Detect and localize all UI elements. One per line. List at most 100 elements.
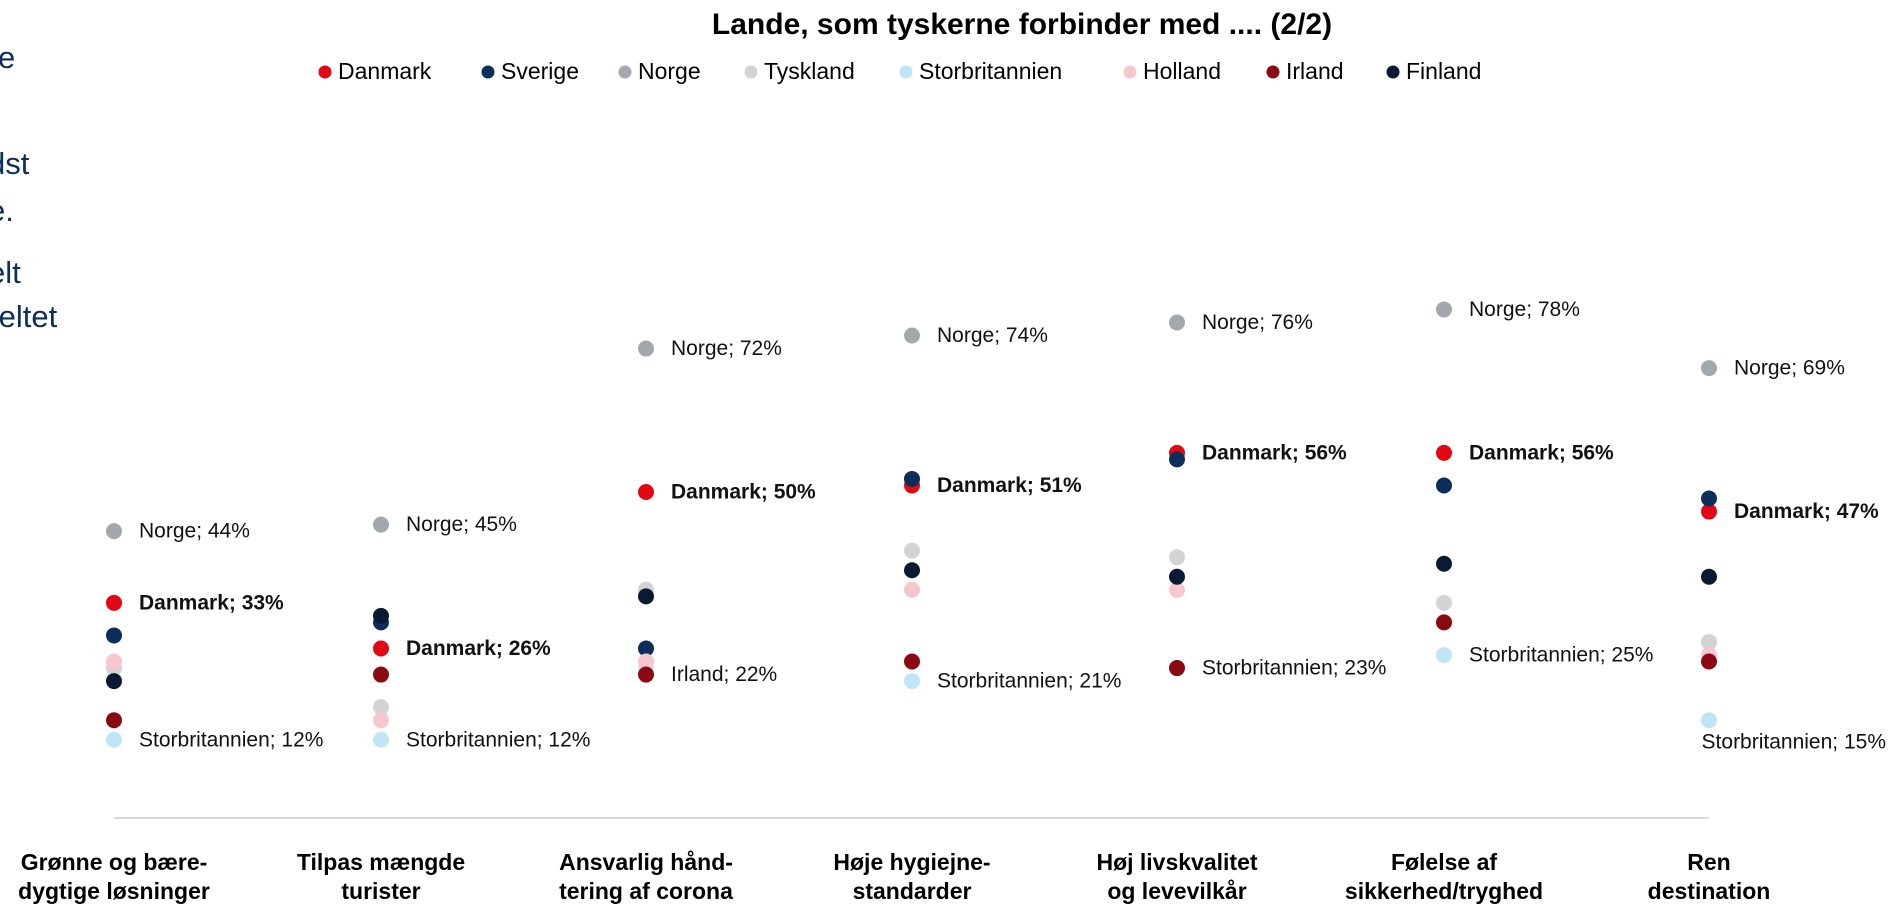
legend-dot [318,65,332,79]
legend-label: Storbritannien [919,58,1062,84]
x-tick-label: Ren destination [1648,849,1771,904]
dot [106,627,122,644]
dot [1701,360,1717,377]
legend-label: Irland [1286,58,1344,84]
x-tick-label: Grønne og bære-dygtige løsninger [18,849,210,904]
x-tick-line: tering af corona [559,878,733,904]
data-label: Danmark; 47% [1734,500,1879,523]
data-label: Danmark; 33% [139,591,284,614]
dot [106,594,122,611]
x-tick-line: Høj livskvalitet [1096,849,1257,875]
x-tick-line: Ren [1687,849,1730,875]
x-tick-line: dygtige løsninger [18,878,210,904]
x-tick-line: Grønne og bære- [21,849,208,875]
dot [1436,477,1452,494]
legend-dot [744,65,758,79]
data-label: Storbritannien; 15% [1702,731,1886,754]
data-label: Danmark; 26% [406,637,551,660]
dot [373,516,389,533]
x-tick-label: Følelse af sikkerhed/tryghed [1345,849,1543,904]
side-text: feltet [0,299,58,334]
dot [1436,555,1452,572]
dot [638,340,654,357]
dot [106,731,122,748]
dot [1701,633,1717,650]
x-tick-line: turister [341,878,420,904]
dot [1701,503,1717,520]
data-label: Storbritannien; 12% [406,728,590,751]
data-label: Norge; 78% [1469,298,1580,321]
dot [1436,594,1452,611]
dot [1436,647,1452,663]
dot [638,640,654,657]
x-tick-line: standarder [853,878,972,904]
dot [1169,581,1185,598]
dot [1701,712,1717,729]
legend-dot [618,65,632,79]
dot [1169,568,1185,585]
dot [1701,653,1717,670]
dot [904,542,920,559]
x-tick-label: Tilpas mængde turister [297,849,465,904]
x-tick-line: Ansvarlig hånd- [559,849,733,875]
dot [1701,490,1717,507]
dot [638,666,654,683]
legend-dot [1266,65,1280,79]
x-tick-label: Ansvarlig hånd-tering af corona [559,849,733,904]
dot [373,640,389,657]
side-text: dst [0,146,30,181]
dot [904,327,920,344]
dot [638,653,654,670]
dot [1169,660,1185,677]
dot [106,673,122,690]
data-label: Norge; 72% [671,337,782,360]
legend-dot [481,65,495,79]
dot [904,673,920,690]
legend-label: Tyskland [764,58,855,84]
dot [904,581,920,598]
dot [638,484,654,500]
x-tick-line: Tilpas mængde [297,849,465,875]
x-tick-line: destination [1648,878,1771,904]
dot [904,562,920,579]
dot [106,523,122,540]
legend-label: Holland [1143,58,1221,84]
dot [1436,301,1452,318]
data-label: Danmark; 51% [937,474,1082,497]
dot [106,653,122,670]
data-label: Norge; 76% [1202,311,1313,334]
legend-dot [899,65,913,79]
legend-label: Norge [638,58,701,84]
dot [904,470,920,487]
dot [638,588,654,605]
dot [373,712,389,729]
data-label: Storbritannien; 25% [1469,644,1653,667]
x-tick-label: Høje hygiejne-standarder [833,849,990,904]
dot [373,731,389,748]
data-label: Storbritannien; 12% [139,728,323,751]
data-label: Irland; 22% [671,663,777,686]
dot [1436,614,1452,631]
legend-label: Finland [1406,58,1481,84]
dot [1169,549,1185,566]
dot [373,666,389,683]
data-label: Norge; 74% [937,324,1048,347]
dot [1701,568,1717,585]
data-label: Norge; 45% [406,513,517,536]
dot [1169,451,1185,468]
side-text: e [0,40,15,75]
dot [1436,444,1452,461]
legend-label: Sverige [501,58,579,84]
data-label: Norge; 69% [1734,357,1845,380]
data-label: Danmark; 56% [1469,441,1614,464]
data-label: Norge; 44% [139,520,250,543]
legend-dot [1123,65,1137,79]
x-tick-line: og levevilkår [1107,878,1246,904]
dot [373,607,389,624]
dot [1169,314,1185,331]
dot [373,699,389,716]
x-tick-line: Følelse af [1391,849,1497,875]
dot [904,653,920,670]
data-label: Danmark; 50% [671,481,816,504]
x-tick-label: Høj livskvalitet og levevilkår [1096,849,1257,904]
